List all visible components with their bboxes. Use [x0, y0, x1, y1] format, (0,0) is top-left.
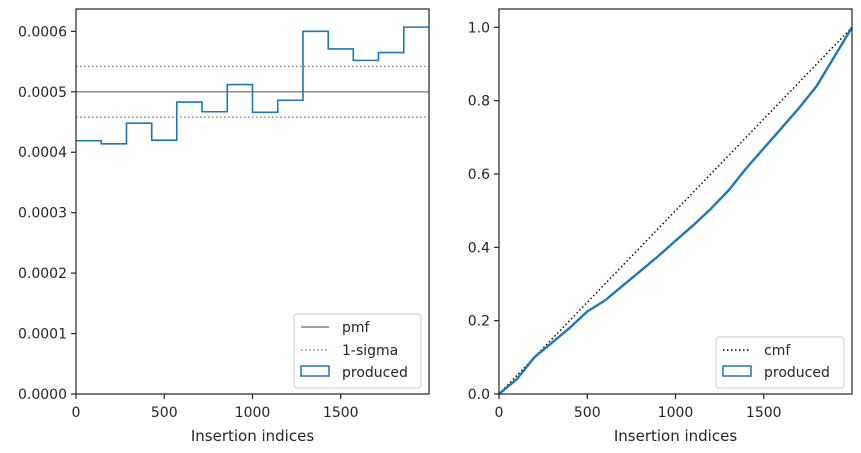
plot-content — [76, 26, 429, 145]
x-tick-label: 1000 — [658, 405, 694, 421]
x-axis-ticks: 0 500 1000 1500 — [72, 394, 359, 421]
y-axis-ticks: 0.0000 0.0001 0.0002 0.0003 0.0004 0.0005 0.00… — [18, 24, 76, 403]
y-axis-ticks: 0.0 0.2 0.4 0.6 0.8 1.0 — [468, 20, 499, 403]
legend-sigma-label: 1-sigma — [342, 343, 398, 359]
y-tick-label: 0.0000 — [18, 387, 67, 403]
cmf-line — [498, 26, 853, 395]
y-tick-label: 1.0 — [468, 20, 490, 36]
legend-produced-label: produced — [764, 365, 830, 381]
legend-box — [293, 313, 422, 389]
y-tick-label: 0.2 — [468, 314, 490, 330]
plot-area — [499, 9, 852, 394]
legend-produced-swatch — [300, 365, 330, 377]
y-tick-label: 0.0001 — [18, 327, 67, 343]
y-tick-label: 0.6 — [468, 167, 490, 183]
y-tick-label: 0.8 — [468, 94, 490, 110]
x-tick-label: 1500 — [323, 405, 359, 421]
x-tick-label: 500 — [151, 405, 178, 421]
cumulative-panel: 0.0 0.2 0.4 0.6 0.8 1.0 0 500 1000 1500 Insertio… — [468, 8, 854, 445]
x-tick-label: 1500 — [746, 405, 782, 421]
y-tick-label: 0.0002 — [18, 266, 67, 282]
legend: pmf 1-sigma produced — [293, 313, 422, 389]
y-tick-label: 0.4 — [468, 240, 490, 256]
produced-histogram — [76, 26, 429, 145]
produced-cumulative — [498, 26, 854, 395]
plot-content — [498, 26, 854, 395]
x-axis-label: Insertion indices — [191, 427, 314, 445]
x-tick-label: 0 — [495, 405, 504, 421]
x-tick-label: 1000 — [235, 405, 271, 421]
y-tick-label: 0.0004 — [18, 145, 67, 161]
legend-pmf-label: pmf — [342, 320, 371, 336]
legend: cmf produced — [715, 336, 845, 389]
x-tick-label: 500 — [574, 405, 601, 421]
y-tick-label: 0.0003 — [18, 206, 67, 222]
y-tick-label: 0.0006 — [18, 24, 67, 40]
legend-cmf-label: cmf — [764, 343, 791, 359]
histogram-panel: 0.0000 0.0001 0.0002 0.0003 0.0004 0.0005 0.00… — [18, 8, 430, 445]
legend-produced-swatch — [722, 365, 752, 377]
x-tick-label: 0 — [72, 405, 81, 421]
y-tick-label: 0.0 — [468, 387, 490, 403]
x-axis-label: Insertion indices — [614, 427, 737, 445]
x-axis-ticks: 0 500 1000 1500 — [495, 394, 782, 421]
y-tick-label: 0.0005 — [18, 85, 67, 101]
legend-produced-label: produced — [342, 365, 408, 381]
